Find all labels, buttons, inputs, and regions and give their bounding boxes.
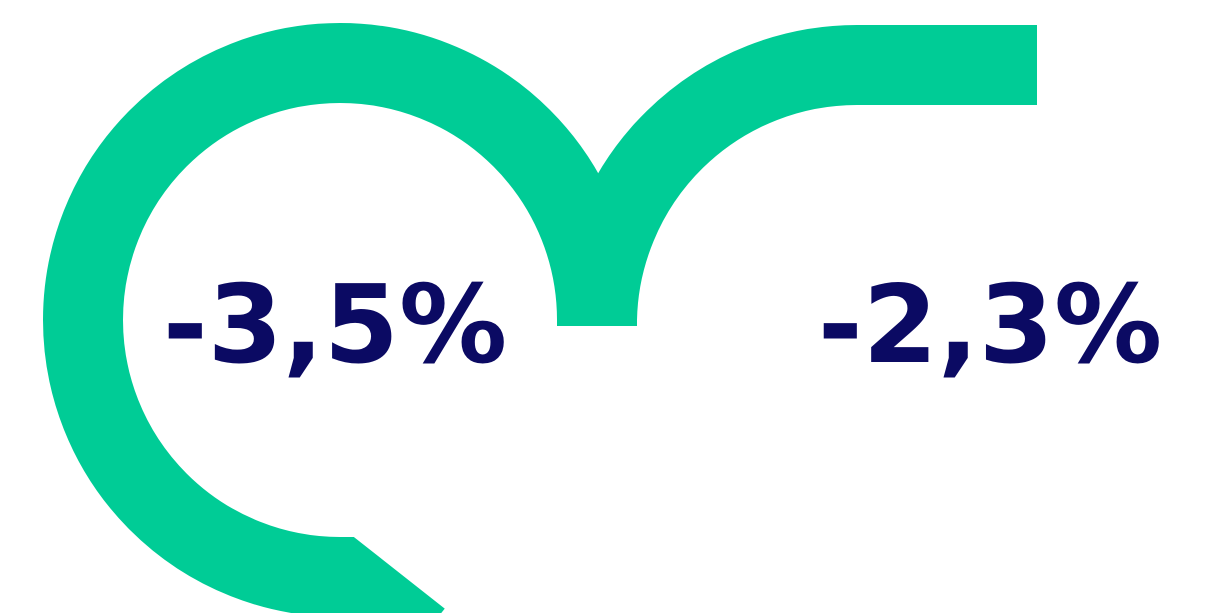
heart-stroke-right bbox=[557, 24, 1037, 326]
value-right: -2,3% bbox=[818, 263, 1162, 388]
value-left: -3,5% bbox=[163, 263, 507, 388]
heart-stroke-left bbox=[43, 23, 637, 613]
